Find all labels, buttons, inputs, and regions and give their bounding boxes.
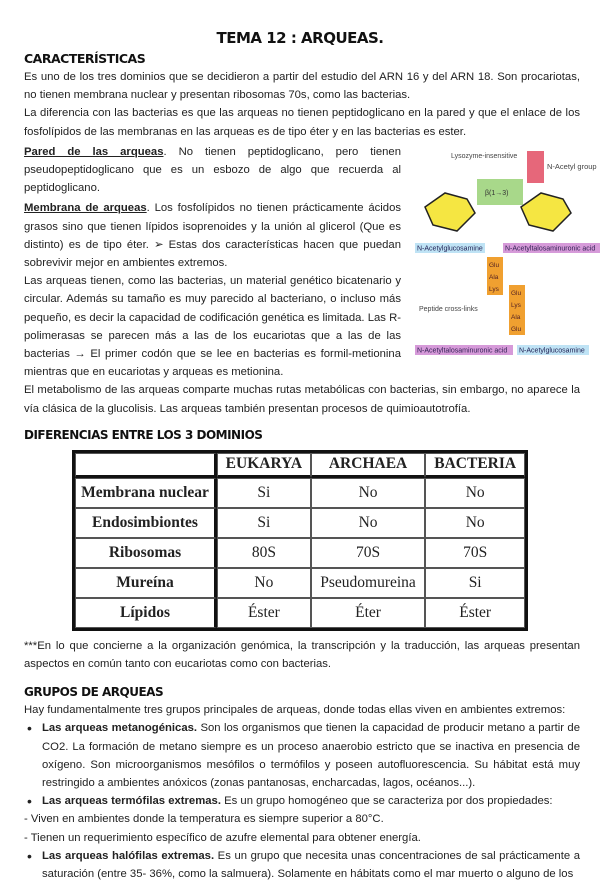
lysozyme-label: Lysozyme-insensitive — [451, 153, 517, 160]
row-header-cell: Ribosomas — [75, 537, 217, 568]
page-title: TEMA 12 : ARQUEAS. — [216, 29, 384, 47]
paragraph-pared: Pared de las arqueas. No tienen peptidog… — [24, 143, 401, 198]
paragraph-intro: Es uno de los tres dominios que se decid… — [24, 71, 580, 102]
nag-label: N-Acetylglucosamine — [417, 245, 483, 252]
amino-acid: Lys — [489, 286, 500, 293]
peptide-chain-2 — [509, 284, 525, 335]
table-cell: 70S — [310, 537, 426, 568]
domains-table: EUKARYA ARCHAEA BACTERIA Membrana nuclea… — [72, 449, 528, 631]
table-header-row: EUKARYA ARCHAEA BACTERIA — [75, 452, 525, 478]
header-cell — [75, 452, 217, 478]
amino-acid: Ala — [511, 314, 521, 321]
nag-box-bottom — [517, 344, 589, 355]
amino-acid: Glu — [511, 290, 522, 297]
nat-label-bottom: N-Acetyltalosaminuronic acid — [417, 347, 507, 354]
row-header-cell: Endosimbiontes — [75, 507, 217, 538]
paragraph-diferencia: La diferencia con las bacterias es que l… — [24, 107, 580, 138]
table-cell: Pseudomureina — [310, 567, 426, 598]
table-cell: No — [425, 477, 525, 508]
table-row: Endosimbiontes Si No No — [75, 507, 525, 538]
sugar-ring-left — [424, 191, 476, 232]
bullet-label: Las arqueas metanogénicas. — [42, 722, 198, 735]
bond-label: β(1→3) — [485, 190, 508, 197]
membrana-label: Membrana de arqueas — [24, 202, 147, 215]
nag-label-bottom: N-Acetylglucosamine — [519, 347, 585, 354]
table-cell: Éster — [217, 597, 311, 628]
paragraph-membrana: Membrana de arqueas. Los fosfolípidos no… — [24, 199, 401, 272]
termofilas-detail-2: - Tienen un requerimiento específico de … — [24, 831, 421, 844]
row-header-cell: Lípidos — [75, 597, 217, 628]
table-cell: 70S — [425, 537, 525, 568]
header-cell: EUKARYA — [217, 452, 311, 478]
nat-label: N-Acetyltalosaminuronic acid — [505, 245, 595, 252]
table-cell: 80S — [217, 537, 311, 568]
table-cell: No — [425, 507, 525, 538]
acetyl-group-label: N-Acetyl group — [547, 162, 597, 171]
table-note: ***En lo que concierne a la organización… — [24, 639, 580, 671]
pared-text: . No tienen peptidoglicano, pero tienen … — [24, 145, 401, 195]
table-cell: Éter — [310, 597, 426, 628]
two-column-section: Pared de las arqueas. No tienen peptidog… — [24, 143, 600, 382]
sugar-ring-right — [520, 191, 572, 232]
left-column: Pared de las arqueas. No tienen peptidog… — [24, 143, 401, 382]
pared-label: Pared de las arqueas — [24, 145, 164, 158]
bullet-text: Es un grupo homogéneo que se caracteriza… — [220, 795, 553, 808]
paragraph-metabolismo: El metabolismo de las arqueas comparte m… — [24, 384, 580, 415]
table-cell: Si — [217, 477, 311, 508]
amino-acid: Glu — [511, 326, 522, 333]
acetyl-box-top — [527, 150, 544, 183]
nat-box-bottom — [415, 344, 513, 355]
table-cell: Si — [425, 567, 525, 598]
section-heading-diferencias: DIFERENCIAS ENTRE LOS 3 DOMINIOS — [24, 427, 263, 442]
nat-box — [503, 242, 600, 253]
bond-box — [477, 178, 523, 205]
section-heading-grupos: GRUPOS DE ARQUEAS — [24, 685, 164, 700]
crosslinks-label: Peptide cross-links — [419, 306, 478, 313]
table-row: Ribosomas 80S 70S 70S — [75, 537, 525, 568]
list-item-metanogenicas: Las arqueas metanogénicas. Son los organ… — [24, 719, 580, 792]
row-header-cell: Mureína — [75, 567, 217, 598]
bullet-text: Son los organismos que tienen la capacid… — [42, 722, 580, 790]
list-item-termofilas: Las arqueas termófilas extremas. Es un g… — [24, 792, 580, 810]
amino-acid: Lys — [511, 302, 522, 309]
table-row: Lípidos Éster Éter Éster — [75, 597, 525, 628]
document-page: TEMA 12 : ARQUEAS. CARACTERÍSTICAS Es un… — [24, 28, 600, 883]
nag-box — [415, 242, 485, 253]
peptide-chain-1 — [487, 256, 503, 295]
table-cell: No — [217, 567, 311, 598]
row-header-cell: Membrana nuclear — [75, 477, 217, 508]
termofilas-detail-1: - Viven en ambientes donde la temperatur… — [24, 813, 384, 826]
table-cell: No — [310, 507, 426, 538]
bullet-label: Las arqueas termófilas extremas. — [42, 795, 221, 808]
table-cell: No — [310, 477, 426, 508]
groups-intro: Hay fundamentalmente tres grupos princip… — [24, 704, 566, 717]
paragraph-genetico: Las arqueas tienen, como las bacterias, … — [24, 275, 401, 379]
pseudopeptidoglycan-diagram: Lysozyme-insensitive N-Acetyl group β(1→… — [415, 150, 600, 355]
header-cell: BACTERIA — [425, 452, 525, 478]
amino-acid: Glu — [489, 262, 500, 269]
table-cell: Si — [217, 507, 311, 538]
table-cell: Éster — [425, 597, 525, 628]
section-heading-caracteristicas: CARACTERÍSTICAS — [24, 51, 146, 66]
list-item-halofilas: Las arqueas halófilas extremas. Es un gr… — [24, 847, 580, 883]
membrana-text: . Los fosfolípidos no tienen prácticamen… — [24, 202, 401, 270]
table-row: Membrana nuclear Si No No — [75, 477, 525, 508]
groups-list: Las arqueas metanogénicas. Son los organ… — [24, 719, 580, 883]
bullet-label: Las arqueas halófilas extremas. — [42, 849, 215, 862]
amino-acid: Ala — [489, 274, 499, 281]
table-row: Mureína No Pseudomureina Si — [75, 567, 525, 598]
header-cell: ARCHAEA — [310, 452, 426, 478]
